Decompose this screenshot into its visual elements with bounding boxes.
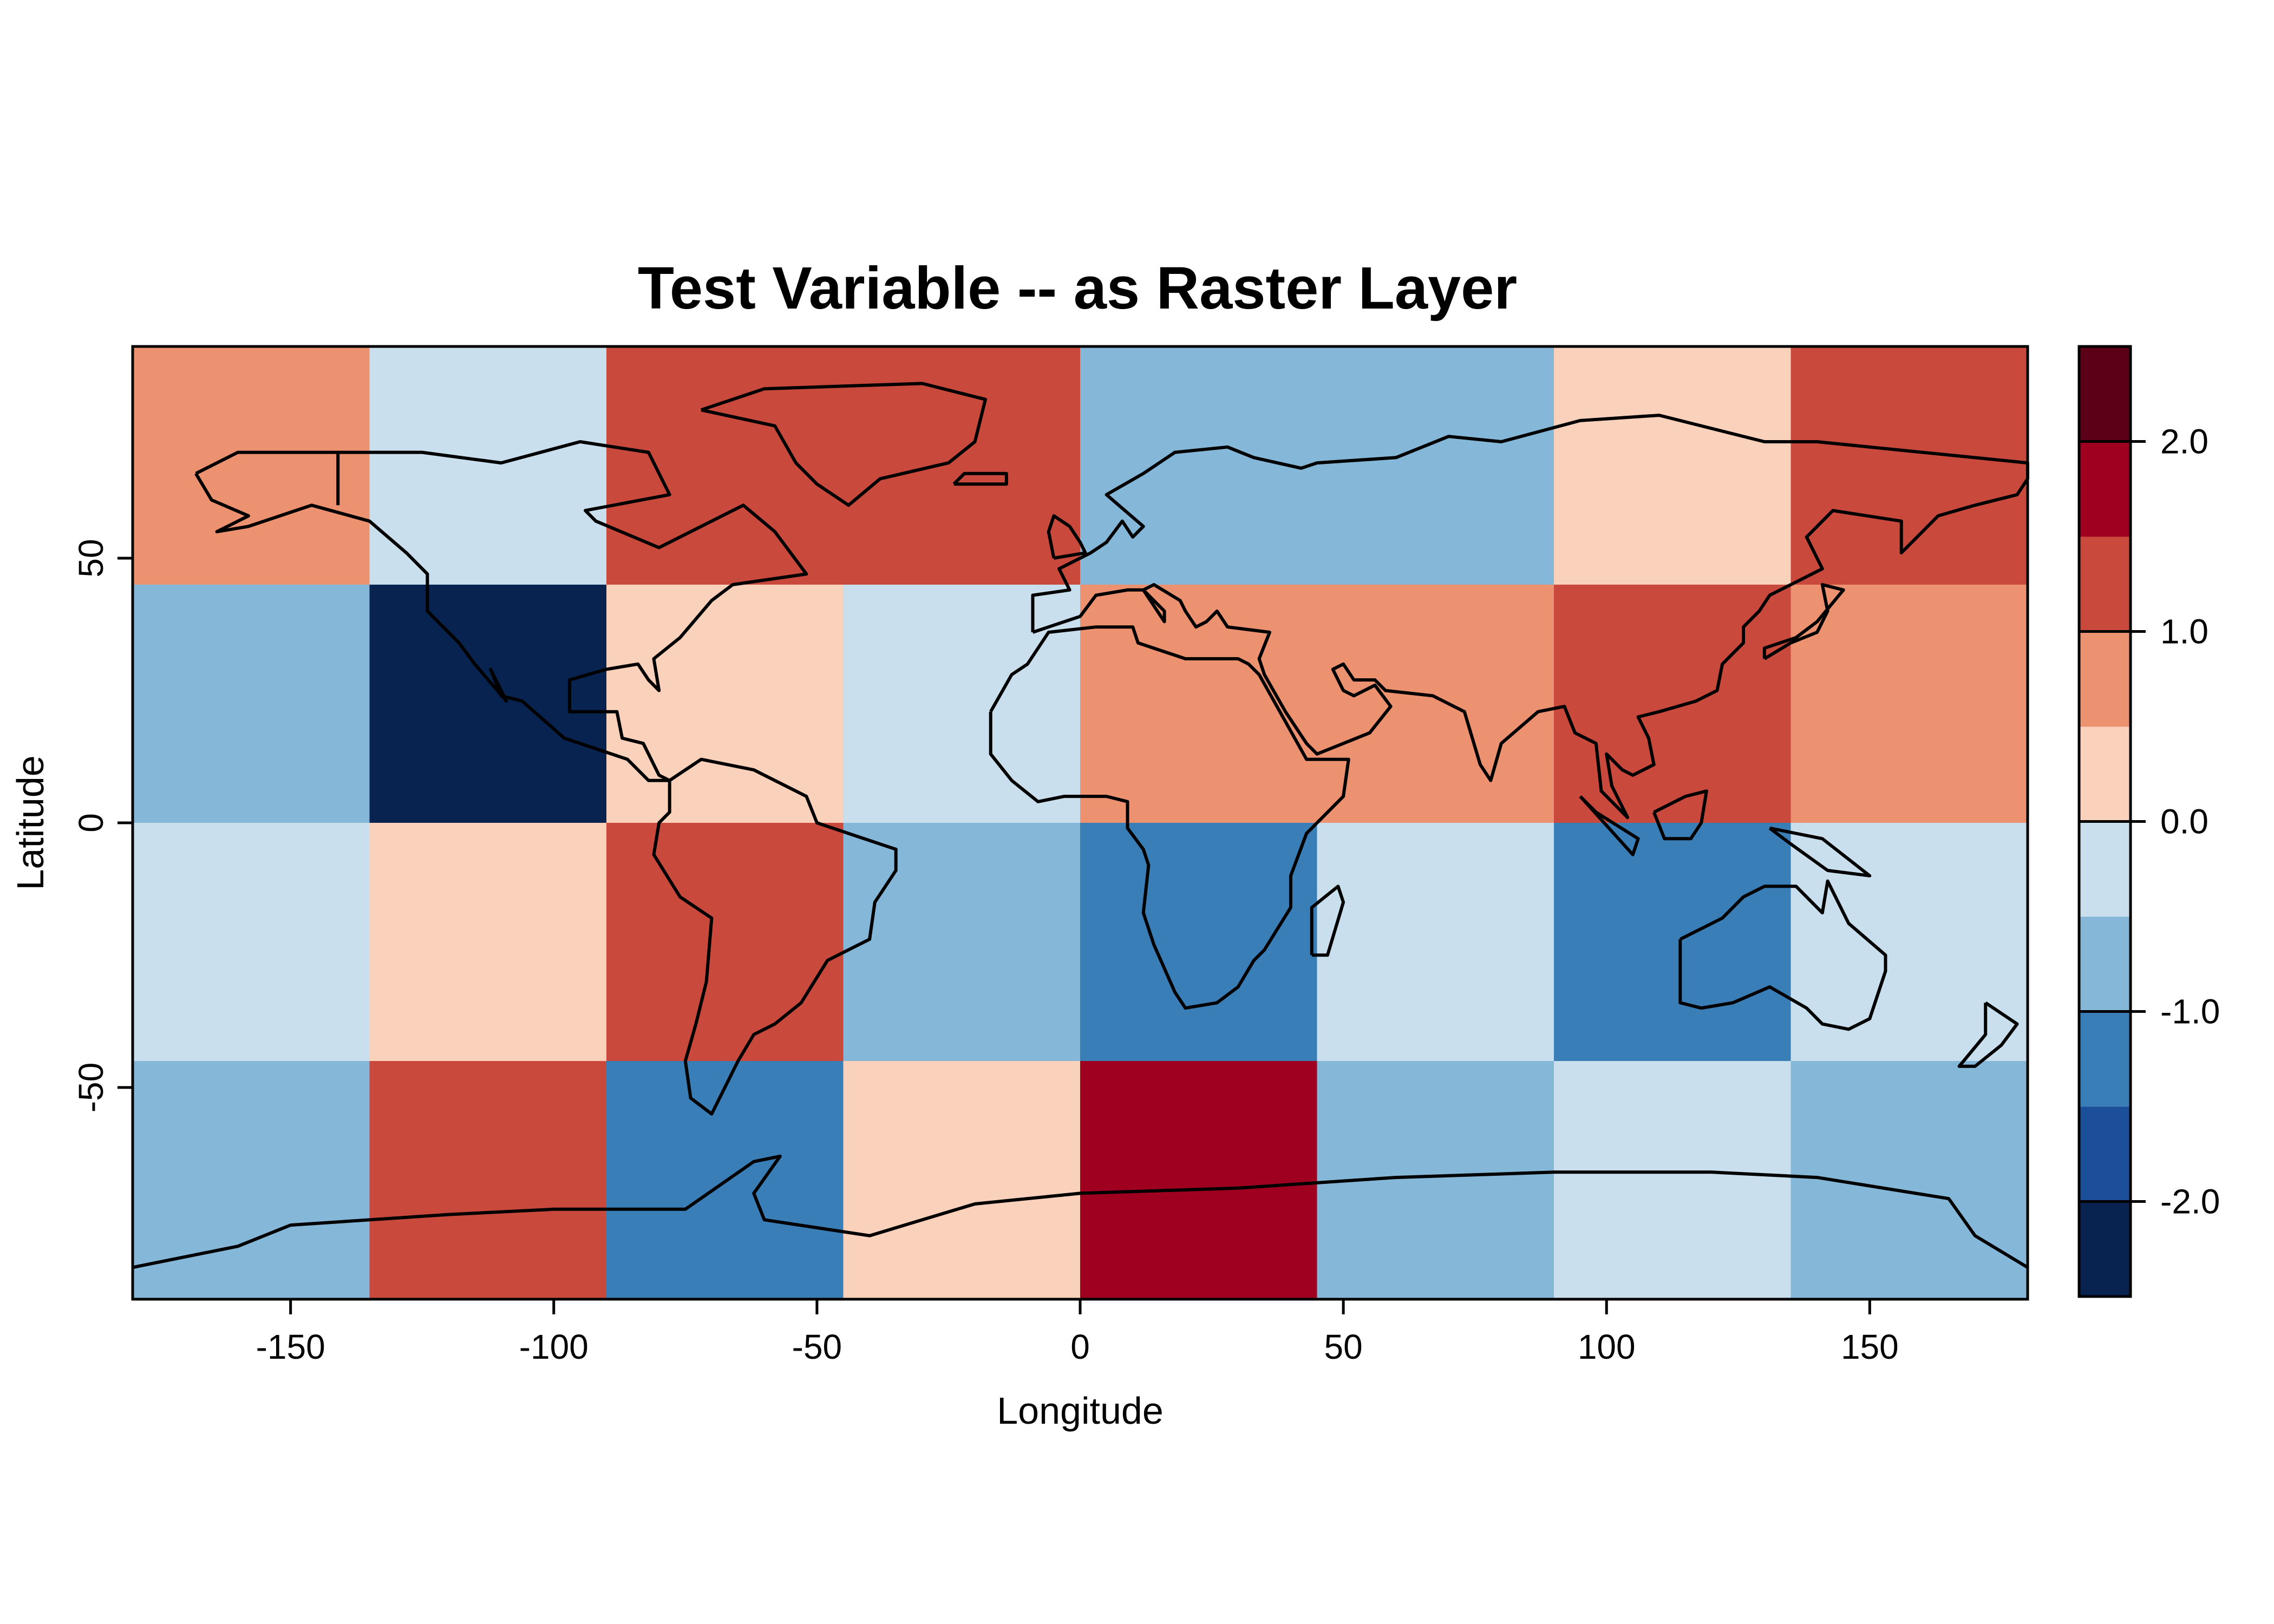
x-tick-label: 50 (1324, 1327, 1363, 1366)
raster-cell (1791, 823, 2028, 1062)
raster-cell (1554, 1061, 1791, 1300)
raster-cell (1317, 585, 1554, 823)
x-axis-label: Longitude (997, 1390, 1164, 1432)
coastline (1579, 795, 1640, 856)
colorbar-segment (2079, 916, 2131, 1012)
coastline (194, 440, 808, 782)
raster-cell (133, 585, 370, 823)
raster-cell (1554, 585, 1791, 823)
raster-cell (1317, 823, 1554, 1062)
raster-cell (133, 823, 370, 1062)
coastline (652, 757, 898, 1116)
raster-cell (606, 823, 844, 1062)
x-tick-label: -150 (256, 1327, 325, 1366)
raster-cell (1791, 585, 2028, 823)
coastline (989, 625, 1350, 1010)
y-axis: -50 0 50 (71, 539, 133, 1113)
colorbar: -2.0 -1.0 0.0 1.0 2.0 (2077, 345, 2220, 1298)
raster-cell (1791, 346, 2028, 585)
chart-title: Test Variable -- as Raster Layer (638, 255, 1517, 322)
coastline (701, 382, 987, 507)
raster-cell (606, 585, 844, 823)
coastline (952, 472, 1008, 486)
coastline (1310, 885, 1345, 957)
colorbar-segment (2079, 1011, 2131, 1107)
coastline (1652, 789, 1708, 841)
raster-cell (133, 1061, 370, 1300)
colorbar-segment (2079, 821, 2131, 917)
coastline (1762, 583, 1845, 660)
raster-cell (369, 823, 607, 1062)
raster-cell (1554, 346, 1791, 585)
y-tick-label: 50 (71, 539, 110, 578)
raster-cell (369, 346, 607, 585)
coastline (1768, 826, 1872, 878)
coastline (132, 1155, 2029, 1269)
raster-cell (1554, 823, 1791, 1062)
raster-cell (1080, 823, 1317, 1062)
colorbar-segment (2079, 1106, 2131, 1202)
y-tick-label: -50 (71, 1063, 110, 1113)
colorbar-tick-label: 0.0 (2160, 802, 2208, 841)
x-tick-label: -50 (792, 1327, 842, 1366)
colorbar-segment (2079, 726, 2131, 822)
colorbar-tick-label: -2.0 (2160, 1182, 2220, 1221)
raster-cell (133, 346, 370, 585)
raster-cell (1080, 1061, 1317, 1300)
raster-cell (843, 585, 1081, 823)
y-axis-label: Latitude (9, 755, 51, 890)
y-tick-label: 0 (71, 813, 110, 833)
raster-cell (1080, 346, 1317, 585)
coastline (1957, 1001, 2019, 1068)
x-tick-label: -100 (519, 1327, 589, 1366)
raster-cells (133, 346, 2028, 1300)
colorbar-tick-label: -1.0 (2160, 992, 2220, 1031)
raster-cell (843, 346, 1081, 585)
colorbar-tick-label: 2.0 (2160, 422, 2208, 461)
x-tick-label: 100 (1578, 1327, 1636, 1366)
raster-cell (843, 823, 1081, 1062)
raster-cell (606, 346, 844, 585)
coastline-overlay (132, 382, 2029, 1269)
colorbar-segment (2079, 346, 2131, 442)
raster-cell (369, 1061, 607, 1300)
raster-cell (843, 1061, 1081, 1300)
coastline (1031, 414, 2029, 820)
colorbar-segment (2079, 1201, 2131, 1297)
x-axis: -150 -100 -50 0 50 100 150 (256, 1298, 1899, 1366)
colorbar-segment (2079, 441, 2131, 537)
colorbar-tick-label: 1.0 (2160, 612, 2208, 651)
coastline (1678, 879, 1887, 1031)
x-tick-label: 0 (1070, 1327, 1090, 1366)
colorbar-segment (2079, 631, 2131, 727)
raster-cell (369, 585, 607, 823)
raster-cell (1317, 346, 1554, 585)
coastline (1047, 514, 1087, 560)
x-tick-label: 150 (1841, 1327, 1899, 1366)
colorbar-segment (2079, 536, 2131, 632)
